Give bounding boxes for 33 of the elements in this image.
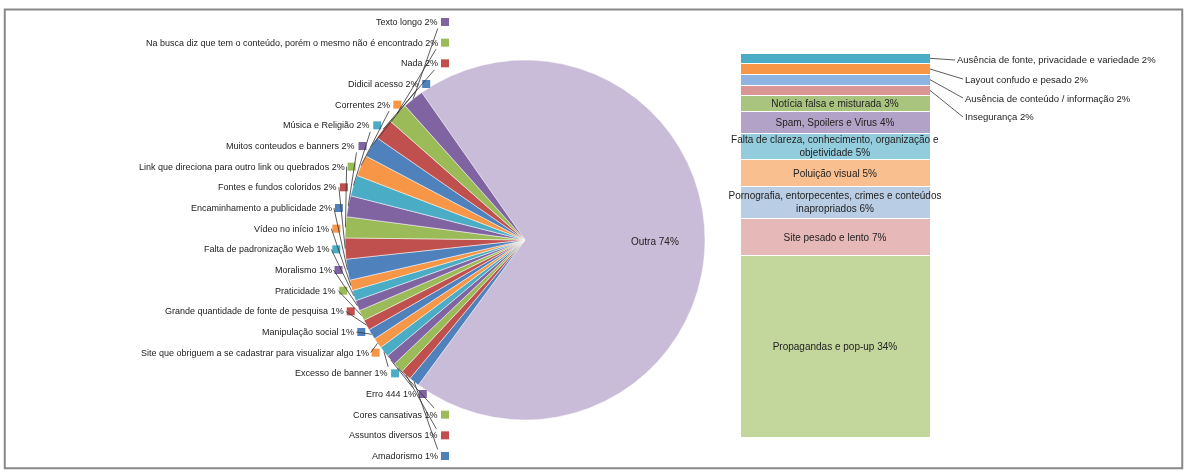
legend-label: Correntes 2% bbox=[335, 100, 391, 110]
legend-label: Erro 444 1% bbox=[366, 389, 417, 399]
data-label: Poluição visual 5% bbox=[792, 167, 878, 179]
legend-label: Manipulação social 1% bbox=[262, 327, 355, 337]
data-label: Spam, Spoilers e Virus 4% bbox=[775, 116, 895, 128]
legend-label: Grande quantidade de fonte de pesquisa 1% bbox=[165, 306, 344, 316]
legend-label: Música e Religião 2% bbox=[283, 120, 370, 130]
data-label: Pornografia, entorpecentes, crimes e conteúdos inapropriados 6% bbox=[728, 190, 942, 215]
legend-label: Praticidade 1% bbox=[275, 286, 336, 296]
legend-label: Falta de padronização Web 1% bbox=[204, 244, 330, 254]
legend-label: Nada 2% bbox=[401, 58, 439, 68]
legend-label: Assuntos diversos 1% bbox=[349, 430, 438, 440]
legend-label: Fontes e fundos coloridos 2% bbox=[218, 182, 337, 192]
legend-label: Link que direciona para outro link ou quebrados 2% bbox=[139, 162, 345, 172]
data-label: Insegurança 2% bbox=[965, 111, 1035, 122]
data-label: Ausência de conteúdo / informação 2% bbox=[965, 93, 1131, 104]
legend-label: Site que obriguem a se cadastrar para visualizar algo 1% bbox=[141, 348, 370, 358]
legend-label: Na busca diz que tem o conteúdo, porém o mesmo não é encontrado 2% bbox=[146, 38, 439, 48]
legend-label: Encaminhamento a publicidade 2% bbox=[191, 203, 333, 213]
data-label: Propagandas e pop-up 34% bbox=[772, 340, 898, 352]
data-label: Site pesado e lento 7% bbox=[783, 231, 887, 243]
legend-label: Excesso de banner 1% bbox=[295, 368, 388, 378]
legend-label: Amadorismo 1% bbox=[372, 451, 439, 461]
legend-label: Muitos conteudos e banners 2% bbox=[226, 141, 355, 151]
slice-label: Outra 74% bbox=[631, 236, 679, 247]
legend-label: Didicil acesso 2% bbox=[348, 79, 419, 89]
legend-label: Cores cansativas 1% bbox=[353, 410, 438, 420]
legend-label: Vídeo no início 1% bbox=[254, 224, 330, 234]
legend-label: Texto longo 2% bbox=[376, 17, 438, 27]
data-label: Notícia falsa e misturada 3% bbox=[771, 98, 899, 110]
legend-label: Moralismo 1% bbox=[275, 265, 333, 275]
data-label: Ausência de fonte, privacidade e variedade 2% bbox=[957, 54, 1157, 65]
data-label: Layout confudo e pesado 2% bbox=[965, 74, 1089, 85]
